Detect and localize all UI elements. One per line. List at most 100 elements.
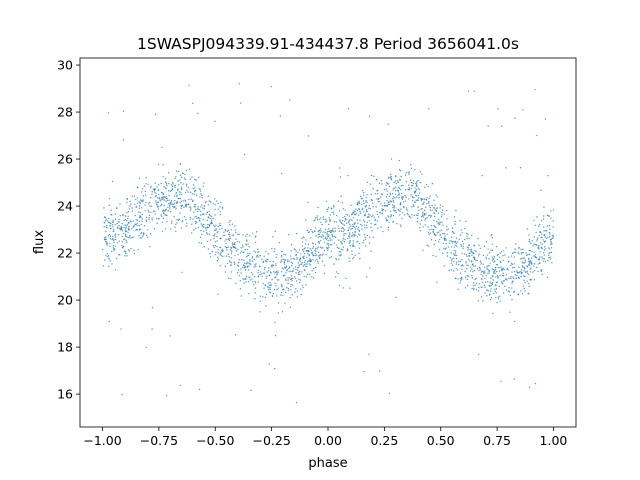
data-point: [139, 203, 141, 205]
data-point: [401, 198, 404, 200]
data-point: [358, 247, 361, 249]
data-point: [276, 274, 278, 276]
data-point: [131, 195, 134, 197]
data-point: [186, 222, 188, 225]
data-point: [208, 210, 211, 213]
data-point: [467, 264, 469, 267]
data-point: [358, 230, 361, 233]
data-point: [349, 223, 351, 225]
data-point: [386, 181, 388, 184]
data-point: [454, 223, 456, 225]
data-point: [370, 222, 372, 225]
y-tick-label: 30: [57, 58, 73, 73]
data-point: [354, 226, 356, 229]
data-point: [461, 232, 463, 234]
data-point: [104, 238, 106, 241]
data-point: [248, 262, 250, 264]
data-point: [266, 258, 268, 260]
data-point: [274, 277, 276, 279]
data-point: [549, 238, 552, 241]
data-point: [314, 271, 317, 274]
data-point: [246, 240, 248, 242]
data-point: [459, 282, 461, 284]
data-point: [133, 249, 135, 252]
data-point: [271, 295, 274, 297]
data-point: [327, 247, 329, 249]
data-point: [170, 184, 173, 186]
data-point: [140, 223, 142, 226]
data-point: [437, 212, 440, 214]
data-point: [123, 238, 126, 240]
data-point: [523, 257, 525, 260]
data-point: [548, 228, 551, 230]
data-point: [329, 220, 331, 222]
data-point: [250, 271, 253, 274]
data-point: [144, 204, 146, 206]
data-point: [281, 288, 284, 291]
data-point: [201, 194, 203, 196]
data-point: [230, 246, 232, 249]
data-point: [328, 234, 330, 236]
data-point: [224, 230, 227, 232]
data-point: [463, 238, 466, 241]
data-point: [276, 288, 278, 291]
data-point: [248, 252, 251, 255]
data-point: [184, 205, 186, 207]
data-point: [221, 248, 224, 250]
data-point: [474, 265, 477, 267]
data-point: [429, 214, 431, 216]
data-point: [450, 236, 453, 238]
data-point: [171, 203, 173, 206]
data-point: [269, 288, 271, 291]
data-point: [466, 278, 469, 281]
data-point: [330, 256, 333, 258]
data-point: [180, 176, 183, 179]
data-point: [507, 290, 509, 292]
data-point: [298, 281, 301, 284]
data-point: [436, 232, 439, 234]
data-point: [528, 263, 530, 266]
data-point: [324, 237, 327, 240]
data-point: [470, 261, 473, 263]
data-point: [364, 206, 367, 208]
data-point: [225, 238, 227, 241]
data-point: [444, 238, 447, 240]
data-point: [363, 202, 365, 205]
data-point: [136, 222, 139, 224]
data-point: [272, 292, 274, 295]
data-point: [163, 185, 165, 188]
data-point: [173, 195, 176, 197]
data-point: [456, 269, 459, 271]
data-point: [251, 257, 253, 259]
data-point: [378, 197, 380, 200]
data-point: [292, 284, 294, 286]
data-point: [546, 276, 549, 279]
data-point: [215, 224, 217, 227]
data-point: [194, 203, 197, 206]
data-point: [547, 215, 550, 217]
data-point: [392, 220, 394, 223]
data-point: [448, 269, 450, 272]
data-point: [534, 224, 537, 226]
data-point: [133, 203, 136, 205]
data-point: [240, 295, 243, 297]
data-point: [338, 230, 341, 232]
data-point: [278, 279, 280, 281]
data-point: [237, 265, 240, 268]
data-point: [399, 214, 401, 216]
data-point: [301, 284, 304, 287]
data-point: [268, 288, 270, 291]
data-point: [301, 237, 303, 240]
data-point: [425, 184, 428, 186]
data-point: [251, 278, 253, 280]
data-point: [478, 269, 480, 272]
data-point: [335, 271, 338, 273]
data-point: [212, 217, 214, 220]
data-point: [360, 198, 363, 200]
data-point: [548, 256, 550, 259]
data-point: [378, 182, 381, 185]
data-point: [508, 256, 510, 258]
data-point: [189, 209, 192, 211]
data-point: [259, 265, 261, 267]
data-point: [505, 167, 507, 169]
